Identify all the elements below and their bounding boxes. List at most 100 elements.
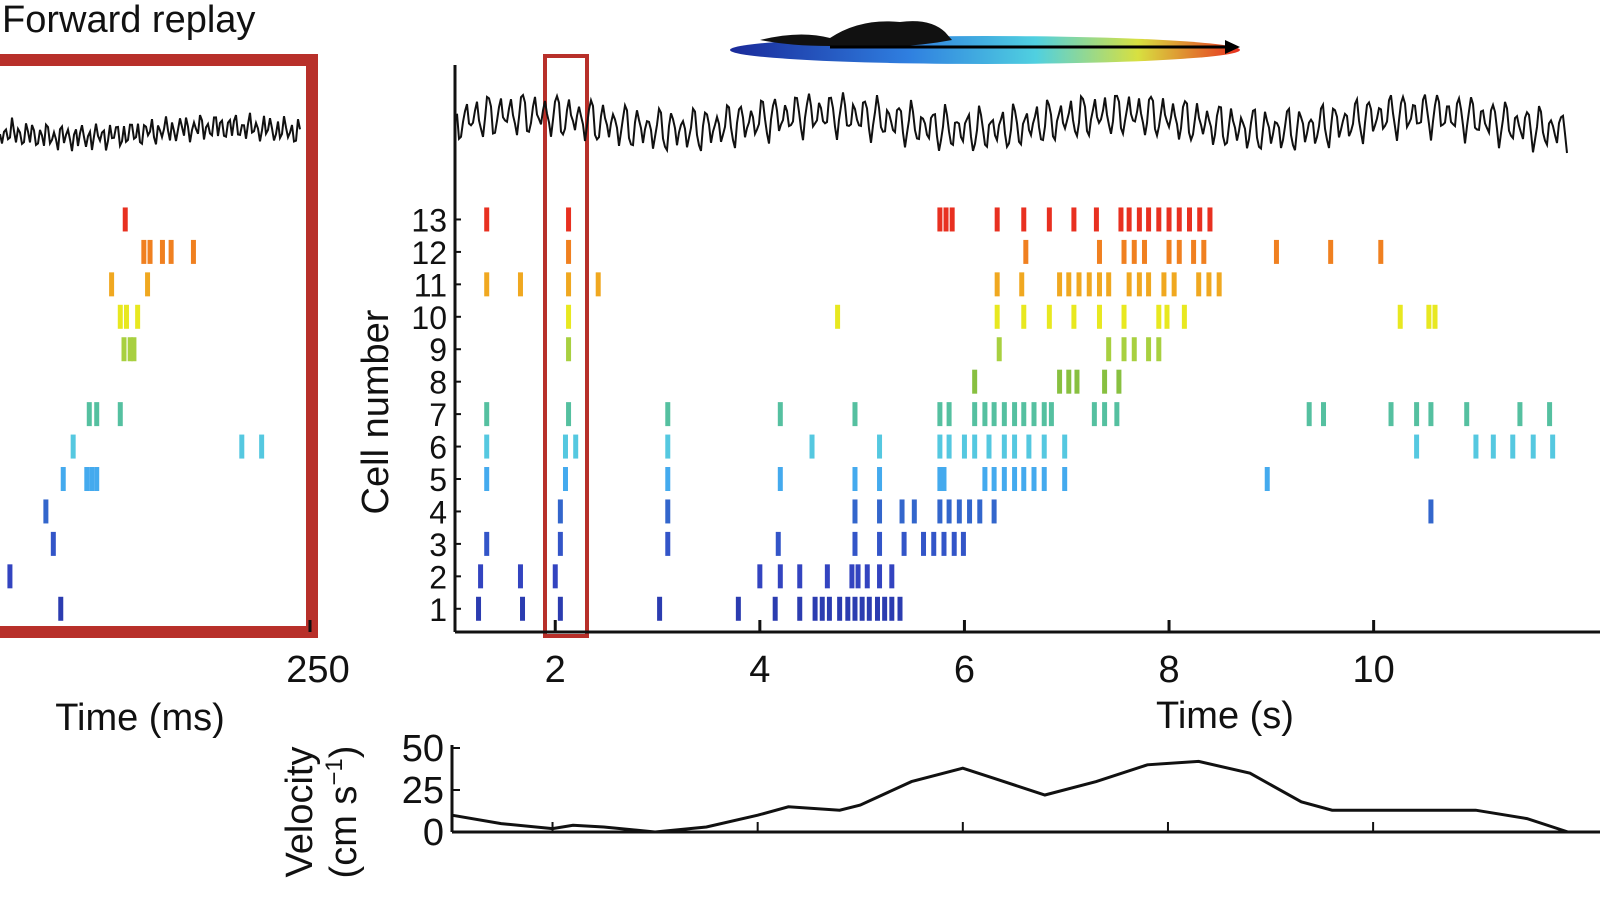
spike <box>835 304 841 329</box>
spike <box>665 402 671 427</box>
y-tick-label: 9 <box>429 332 447 368</box>
spike <box>1074 369 1080 394</box>
spike <box>1121 304 1127 329</box>
spike <box>1186 207 1192 232</box>
spike <box>960 531 966 556</box>
x-tick-label: 8 <box>1158 649 1179 691</box>
spike <box>1166 207 1172 232</box>
spike <box>1023 239 1029 264</box>
spike <box>994 207 1000 232</box>
spike <box>1166 239 1172 264</box>
spike <box>665 467 671 492</box>
spike <box>855 564 861 589</box>
spike <box>557 596 563 621</box>
spike <box>1530 434 1536 459</box>
spike <box>159 239 165 264</box>
spike <box>994 272 1000 297</box>
spike <box>1397 304 1403 329</box>
spike <box>595 272 601 297</box>
spike <box>147 239 153 264</box>
spike <box>949 207 955 232</box>
spike <box>566 304 572 329</box>
spike <box>849 564 855 589</box>
y-axis-label-part: ) <box>323 746 365 759</box>
spike <box>777 402 783 427</box>
y-tick-label: 11 <box>414 267 447 303</box>
spike <box>824 564 830 589</box>
spike <box>852 499 858 524</box>
spike <box>70 434 76 459</box>
spike <box>566 239 572 264</box>
spike <box>1146 207 1152 232</box>
spike <box>1071 304 1077 329</box>
spike <box>665 531 671 556</box>
spike <box>1041 402 1047 427</box>
spike <box>937 434 943 459</box>
x-axis-label: Time (ms) <box>55 697 225 739</box>
spike <box>991 402 997 427</box>
spike <box>967 499 973 524</box>
x-tick-label: 10 <box>1352 649 1394 691</box>
spike <box>1264 467 1270 492</box>
spike <box>517 564 523 589</box>
spike <box>552 564 558 589</box>
spike <box>239 434 245 459</box>
spike <box>982 402 988 427</box>
spike <box>1106 337 1112 362</box>
spike <box>1021 467 1027 492</box>
spike <box>1116 369 1122 394</box>
y-tick-label: 2 <box>429 559 447 595</box>
spike <box>1131 239 1137 264</box>
spike <box>1191 239 1197 264</box>
spike <box>566 402 572 427</box>
spike <box>961 434 967 459</box>
spike <box>735 596 741 621</box>
spike <box>1093 207 1099 232</box>
spike <box>665 499 671 524</box>
y-tick-label: 7 <box>429 397 447 433</box>
spike <box>121 337 127 362</box>
spike <box>1001 467 1007 492</box>
arrow-head <box>1225 40 1240 54</box>
spike <box>484 272 490 297</box>
y-tick-label: 25 <box>402 770 444 812</box>
spike <box>986 434 992 459</box>
spike <box>1141 239 1147 264</box>
inset-box <box>0 54 318 638</box>
spike <box>1062 467 1068 492</box>
spike <box>937 207 943 232</box>
spike <box>1102 369 1108 394</box>
spike <box>1156 207 1162 232</box>
y-axis-label-part: (cm s <box>323 786 365 879</box>
spike <box>557 531 563 556</box>
spike <box>1102 402 1108 427</box>
spike <box>921 531 927 556</box>
spike <box>837 596 843 621</box>
spike <box>797 564 803 589</box>
spike <box>982 467 988 492</box>
x-tick-label: 4 <box>749 649 770 691</box>
y-tick-label: 4 <box>429 494 447 530</box>
spike <box>877 499 883 524</box>
spike <box>1046 207 1052 232</box>
y-axis-label: Velocity <box>279 747 321 878</box>
spike <box>1086 272 1092 297</box>
spike <box>972 434 978 459</box>
spike <box>94 402 100 427</box>
y-axis-label: (cm s−1) <box>321 746 365 879</box>
rat-icon <box>760 21 952 48</box>
spike <box>1490 434 1496 459</box>
spike <box>1428 402 1434 427</box>
spike <box>889 564 895 589</box>
spike <box>1176 239 1182 264</box>
y-tick-label: 0 <box>423 812 444 854</box>
spike <box>484 434 490 459</box>
spike <box>1426 304 1432 329</box>
spike <box>1021 304 1027 329</box>
spike <box>190 239 196 264</box>
spike <box>956 499 962 524</box>
x-axis-label: Time (s) <box>1156 695 1294 737</box>
spike <box>566 272 572 297</box>
spike <box>127 337 133 362</box>
